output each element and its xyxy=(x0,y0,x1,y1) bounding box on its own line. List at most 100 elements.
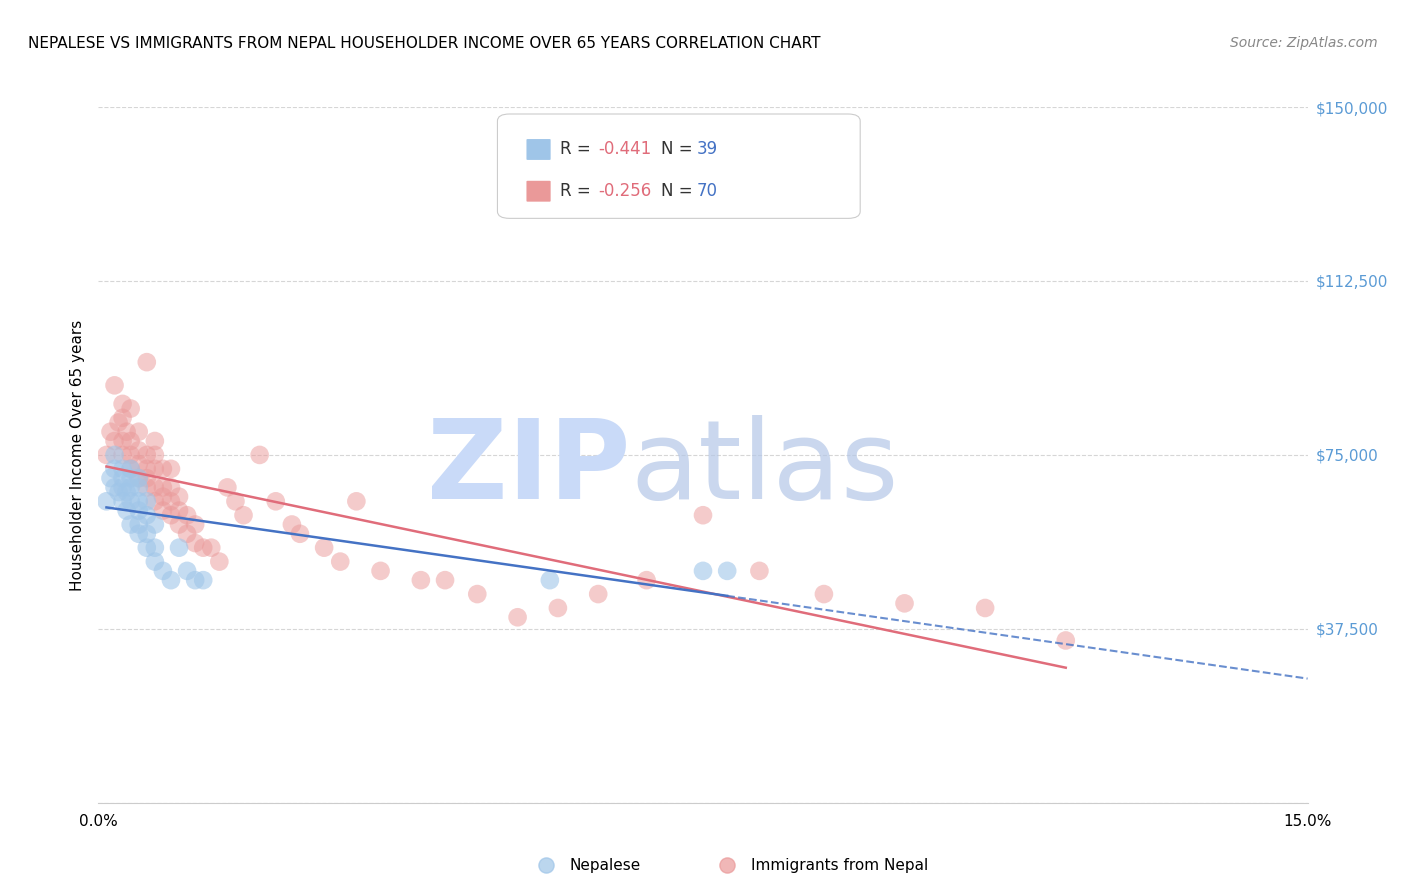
Point xyxy=(193,541,215,555)
Point xyxy=(103,378,125,392)
Point xyxy=(184,536,207,550)
Point xyxy=(344,494,367,508)
Point xyxy=(128,471,150,485)
Point xyxy=(547,601,569,615)
Point xyxy=(176,526,198,541)
Point xyxy=(128,503,150,517)
Point xyxy=(96,494,118,508)
Text: N =: N = xyxy=(661,140,697,158)
Point xyxy=(217,480,239,494)
FancyBboxPatch shape xyxy=(526,181,551,202)
Point xyxy=(538,573,561,587)
Text: atlas: atlas xyxy=(630,416,898,523)
Point xyxy=(893,596,915,610)
Point xyxy=(135,462,157,476)
Point xyxy=(120,401,142,416)
Point xyxy=(143,555,166,569)
Text: 39: 39 xyxy=(697,140,718,158)
Point xyxy=(128,443,150,458)
Point xyxy=(586,587,609,601)
Point xyxy=(232,508,254,523)
Point xyxy=(135,448,157,462)
Point xyxy=(193,573,215,587)
Point xyxy=(135,471,157,485)
Point xyxy=(974,601,997,615)
Point xyxy=(152,503,174,517)
Point xyxy=(115,485,138,500)
Point xyxy=(160,573,183,587)
Text: -0.256: -0.256 xyxy=(598,182,651,200)
Point xyxy=(111,448,134,462)
Point xyxy=(143,494,166,508)
Point xyxy=(167,541,190,555)
Point xyxy=(370,564,392,578)
Text: R =: R = xyxy=(561,182,596,200)
Point xyxy=(111,397,134,411)
Point xyxy=(167,517,190,532)
Point xyxy=(160,480,183,494)
Point xyxy=(103,480,125,494)
Point xyxy=(135,480,157,494)
Point xyxy=(143,434,166,448)
Point xyxy=(111,471,134,485)
Point xyxy=(152,480,174,494)
Point xyxy=(135,526,157,541)
Point xyxy=(176,564,198,578)
Point xyxy=(111,434,134,448)
Point xyxy=(160,462,183,476)
Point xyxy=(135,355,157,369)
Point xyxy=(135,508,157,523)
Point xyxy=(107,416,129,430)
Point xyxy=(111,462,134,476)
Point xyxy=(281,517,304,532)
FancyBboxPatch shape xyxy=(526,139,551,160)
Point xyxy=(120,448,142,462)
Point xyxy=(120,462,142,476)
Point xyxy=(314,541,336,555)
Text: N =: N = xyxy=(661,182,697,200)
Text: 70: 70 xyxy=(697,182,718,200)
Point xyxy=(128,457,150,471)
Point xyxy=(107,485,129,500)
Point xyxy=(200,541,222,555)
Point xyxy=(111,494,134,508)
Point xyxy=(120,494,142,508)
Point xyxy=(120,462,142,476)
Point xyxy=(160,508,183,523)
Point xyxy=(103,462,125,476)
Point xyxy=(128,526,150,541)
Text: NEPALESE VS IMMIGRANTS FROM NEPAL HOUSEHOLDER INCOME OVER 65 YEARS CORRELATION C: NEPALESE VS IMMIGRANTS FROM NEPAL HOUSEH… xyxy=(28,36,821,51)
Point xyxy=(111,480,134,494)
Point xyxy=(636,573,658,587)
Text: R =: R = xyxy=(561,140,596,158)
Point xyxy=(167,490,190,504)
Text: -0.441: -0.441 xyxy=(598,140,651,158)
Point xyxy=(434,573,457,587)
Point xyxy=(128,517,150,532)
Point xyxy=(128,471,150,485)
Text: ZIP: ZIP xyxy=(427,416,630,523)
Point xyxy=(143,541,166,555)
Point xyxy=(506,610,529,624)
Point xyxy=(692,564,714,578)
Point xyxy=(167,503,190,517)
Point xyxy=(100,471,122,485)
Point xyxy=(288,526,311,541)
Text: Immigrants from Nepal: Immigrants from Nepal xyxy=(751,858,928,873)
Point xyxy=(135,541,157,555)
FancyBboxPatch shape xyxy=(498,114,860,219)
Point xyxy=(96,448,118,462)
Point xyxy=(115,425,138,439)
Point xyxy=(176,508,198,523)
Point xyxy=(128,494,150,508)
Point xyxy=(224,494,246,508)
Point xyxy=(143,462,166,476)
Point xyxy=(813,587,835,601)
Point xyxy=(409,573,432,587)
Point xyxy=(100,425,122,439)
Point xyxy=(264,494,287,508)
Point xyxy=(120,471,142,485)
Point xyxy=(135,494,157,508)
Point xyxy=(329,555,352,569)
Point xyxy=(115,503,138,517)
